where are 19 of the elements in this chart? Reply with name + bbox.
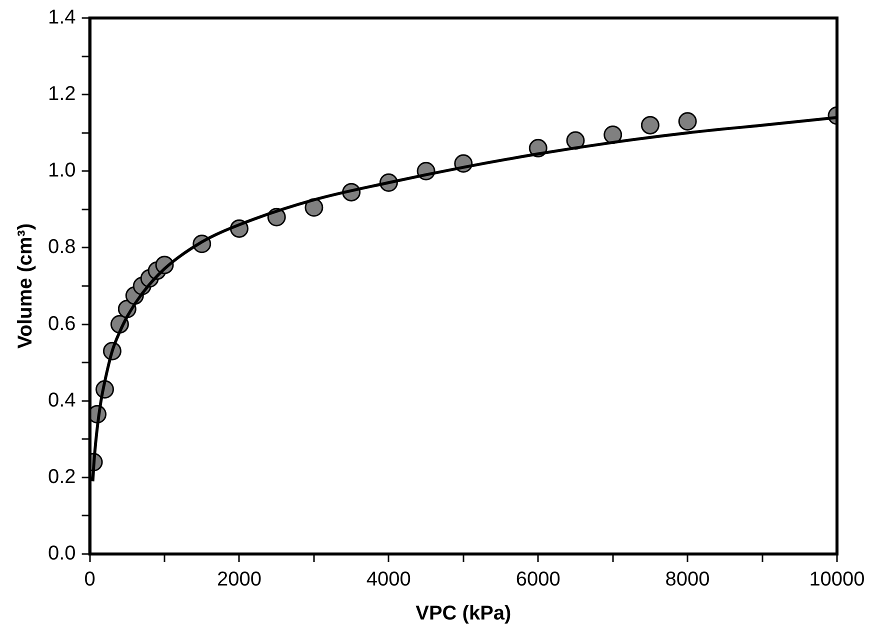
x-tick-label: 4000 (366, 568, 411, 591)
x-tick-label: 6000 (516, 568, 560, 591)
text: 0.0 (48, 542, 76, 565)
y-tick-label: 1.0 (48, 160, 76, 182)
x-tick-label: 10000 (809, 568, 865, 591)
x-tick-label: 8000 (665, 568, 710, 591)
point (640, 116, 660, 134)
y-tick-label: 0.2 (48, 466, 76, 488)
x-axis-title: VPC (kPa) (416, 602, 512, 625)
point (678, 112, 697, 131)
x-tick-label: 0 (84, 568, 96, 591)
x-tick-label: 2000 (216, 568, 262, 591)
y-tick-label: 0.8 (48, 236, 76, 258)
y-tick-label: 0.6 (48, 312, 76, 335)
y-tick-label: 1.2 (48, 83, 76, 106)
point (604, 126, 622, 144)
y-tick-label: 0.4 (48, 389, 76, 412)
y-tick-label: 1.4 (48, 6, 76, 29)
y-axis-title: Volume (cm³) (14, 223, 37, 349)
